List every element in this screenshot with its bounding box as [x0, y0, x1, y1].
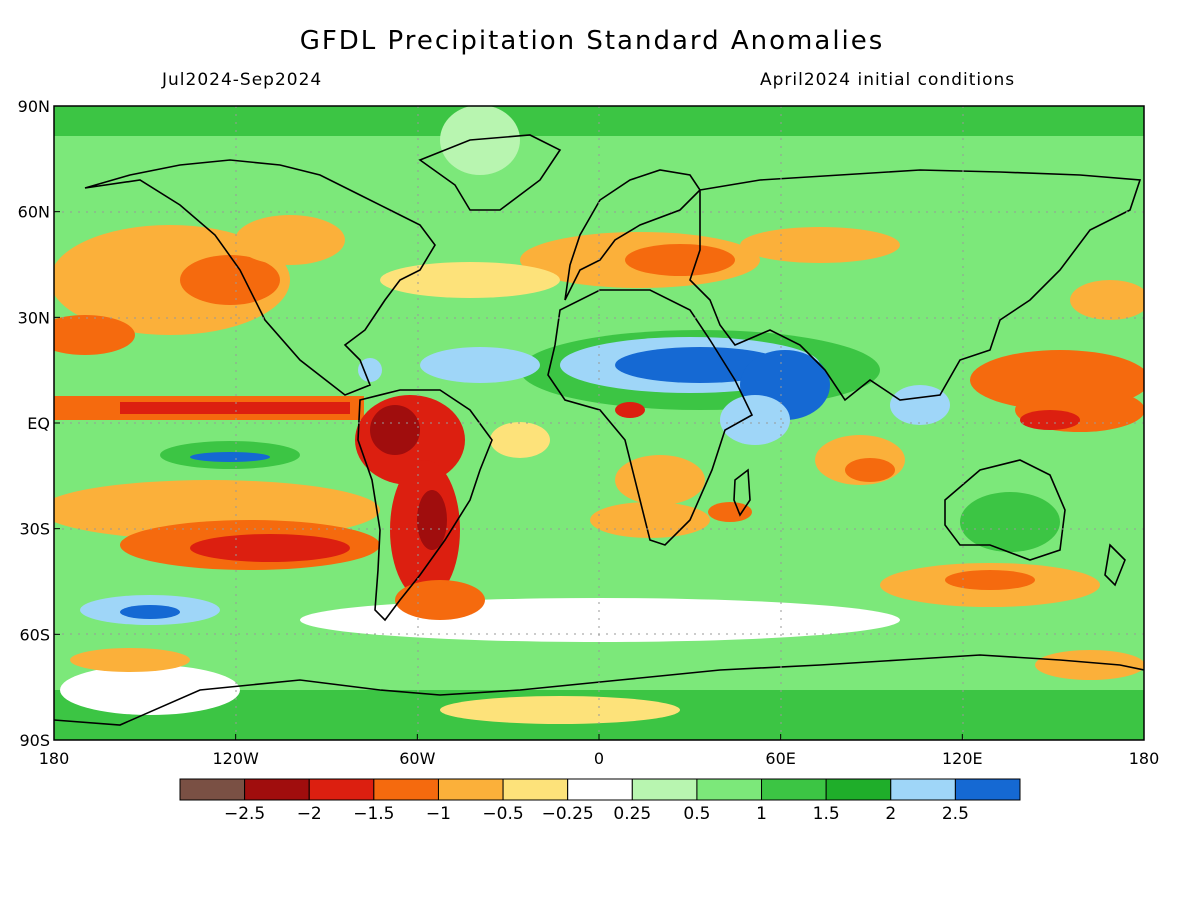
lon-label: 120E: [942, 749, 983, 768]
field-east-africa-light: [720, 395, 790, 445]
field-atl-yellow: [380, 262, 560, 298]
lon-label: 180: [1129, 749, 1160, 768]
field-gulf-light: [358, 358, 382, 382]
colorbar-swatch: [244, 778, 310, 801]
field-npac-east-dry: [1070, 280, 1144, 320]
lat-label: 30N: [18, 308, 50, 327]
colorbar-swatch: [954, 778, 1021, 801]
lat-label: 90N: [18, 97, 50, 116]
lon-label: 120W: [212, 749, 259, 768]
field-ant-yellow: [440, 696, 680, 724]
field-asia-dry: [740, 227, 900, 263]
field-spac-blue: [120, 605, 180, 619]
field-eq-atl-yellow: [490, 422, 550, 458]
lat-label: 30S: [19, 520, 50, 539]
field-caribbean-light: [420, 347, 540, 383]
field-amundsen-dry: [70, 648, 190, 672]
coast-europe: [564, 169, 702, 301]
field-madagascar-dry: [708, 502, 752, 522]
field-maritime-wet: [890, 385, 950, 425]
colorbar-label: −2: [297, 804, 322, 824]
field-indian-core: [845, 458, 895, 482]
field-wpac-core: [1020, 410, 1080, 430]
colorbar-swatch: [890, 778, 956, 801]
coastlines: [54, 134, 1144, 726]
coast-new-zealand: [1104, 543, 1126, 587]
colorbar-label: 1.5: [813, 804, 840, 824]
colorbar-label: 0.25: [613, 804, 651, 824]
field-southern-white: [300, 598, 900, 642]
colorbar-swatch: [373, 778, 439, 801]
colorbar-label: 0.5: [683, 804, 710, 824]
chart-title: GFDL Precipitation Standard Anomalies: [299, 26, 885, 56]
field-hawaii-dry: [54, 315, 135, 355]
field-npac-dry: [54, 225, 290, 335]
colorbar-swatch: [179, 778, 246, 801]
lat-label: 60S: [19, 625, 50, 644]
field-greenland: [440, 106, 520, 175]
gridlines: [54, 106, 1144, 740]
colorbar-swatch: [761, 778, 827, 801]
coast-antarctica: [54, 654, 1144, 726]
coast-south-america: [357, 389, 493, 622]
coast-africa: [547, 289, 754, 546]
field-scz-blue: [190, 452, 270, 462]
field-europe-core: [625, 244, 735, 276]
field-satl-dry: [590, 502, 710, 538]
coast-australia: [944, 459, 1066, 561]
coast-asia: [689, 169, 1142, 402]
lat-label: EQ: [27, 414, 50, 433]
colorbar-label: −0.5: [482, 804, 523, 824]
colorbar-label: −1.5: [353, 804, 394, 824]
lat-label: 60N: [18, 203, 50, 222]
coast-north-america: [84, 159, 436, 396]
field-sa-south-core: [417, 490, 447, 550]
lon-label: 180: [39, 749, 70, 768]
colorbar-swatch: [437, 778, 504, 801]
field-spac-core: [190, 534, 350, 562]
field-patagonia-dry: [395, 580, 485, 620]
colorbar-label: 2: [885, 804, 896, 824]
colorbar-swatch: [696, 778, 763, 801]
initial-conditions: April2024 initial conditions: [760, 70, 1016, 90]
colorbar-swatch: [631, 778, 698, 801]
field-na-dry: [235, 215, 345, 265]
colorbar-swatch: [502, 778, 569, 801]
field-eq-pacific-core: [120, 402, 350, 414]
colorbar-label: −2.5: [224, 804, 265, 824]
field-congo-dry: [615, 402, 645, 418]
colorbar-swatch: [825, 778, 892, 801]
forecast-period: Jul2024-Sep2024: [162, 70, 323, 90]
colorbar-label: −0.25: [542, 804, 594, 824]
colorbar-label: 1: [756, 804, 767, 824]
field-sio-core: [945, 570, 1035, 590]
field-ross-dry: [1035, 650, 1144, 680]
lon-label: 0: [594, 749, 604, 768]
colorbar-label: −1: [426, 804, 451, 824]
field-pac-white: [60, 665, 240, 715]
colorbar: −2.5 −2 −1.5 −1 −0.5 −0.25 0.25 0.5 1 1.5 2 2.5: [179, 778, 1021, 824]
lat-label: 90S: [19, 731, 50, 750]
lon-label: 60W: [399, 749, 435, 768]
colorbar-swatch: [308, 778, 375, 801]
colorbar-label: 2.5: [942, 804, 969, 824]
colorbar-swatch: [567, 778, 633, 801]
lon-label: 60E: [765, 749, 795, 768]
coast-madagascar: [733, 468, 751, 517]
field-npac-core: [180, 255, 280, 305]
field-south-africa-dry: [615, 455, 705, 505]
coast-greenland: [418, 134, 562, 211]
field-amazon-core: [370, 405, 420, 455]
field-australia-wet: [960, 492, 1060, 552]
